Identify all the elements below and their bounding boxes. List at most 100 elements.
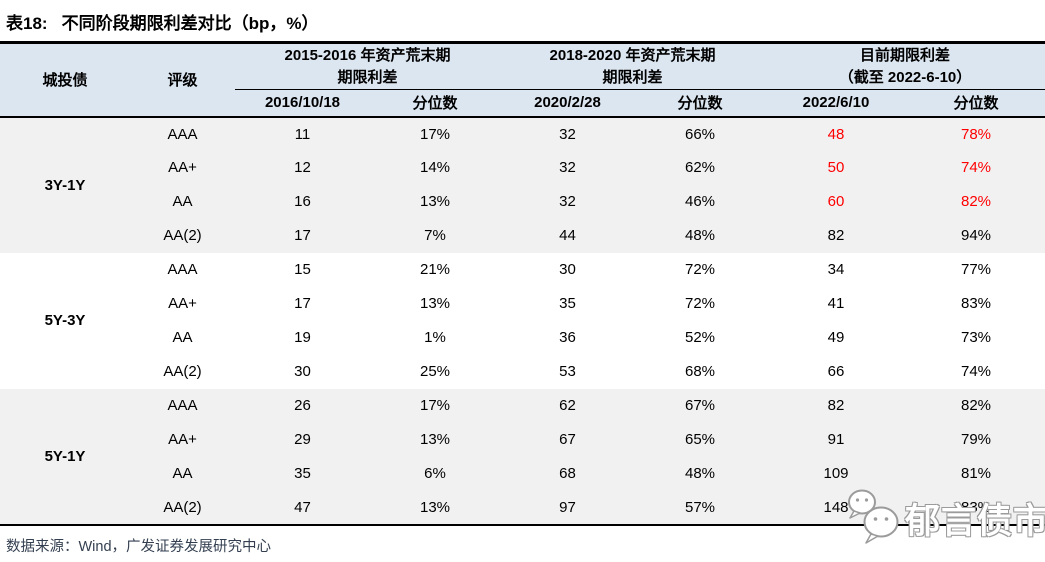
cell-percentile: 81%: [907, 456, 1045, 491]
group-header-line2: 期限利差: [602, 68, 663, 86]
cell-spread: 47: [235, 490, 370, 525]
group-5y-1y: 5Y-1Y AAA 26 17% 62 67% 82 82% AA+ 29 13…: [0, 388, 1045, 525]
group-header-line1: 2018-2020 年资产荒末期: [549, 46, 716, 64]
cell-spread: 26: [235, 388, 370, 423]
cell-rating: AA: [172, 329, 193, 346]
watermark-text: 郁言债市: [905, 501, 1045, 541]
cell-spread: 30: [559, 261, 576, 278]
cell-percentile: 72%: [684, 295, 716, 312]
group-header-line1: 2015-2016 年资产荒末期: [284, 46, 451, 64]
cell-rating: AA+: [130, 150, 235, 185]
group-header-line2: （截至 2022-6-10）: [838, 68, 972, 86]
table-title: 表18: 不同阶段期限利差对比（bp，%）: [0, 0, 1045, 41]
cell-spread: 32: [500, 116, 635, 151]
cell-spread: 41: [827, 295, 845, 312]
cell-percentile: 82%: [907, 184, 1045, 219]
cell-rating: AA+: [168, 295, 197, 312]
table-row: AA+ 17 13% 35 72% 41 83%: [0, 287, 1045, 321]
col-header-rating: 评级: [130, 42, 235, 118]
cell-percentile: 67%: [635, 388, 765, 423]
cell-percentile: 13%: [419, 295, 451, 312]
cell-percentile: 17%: [370, 116, 500, 151]
cell-spread: 36: [559, 329, 576, 346]
table-row: AA+ 12 14% 32 62% 50 74%: [0, 150, 1045, 185]
row-group-label: 5Y-3Y: [44, 312, 86, 329]
cell-spread: 62: [500, 388, 635, 423]
cell-spread: 17: [294, 295, 311, 312]
cell-spread: 44: [500, 218, 635, 253]
cell-rating: AAA: [130, 388, 235, 423]
cell-percentile: 48%: [635, 456, 765, 491]
table-row: AA 16 13% 32 46% 60 82%: [0, 184, 1045, 219]
group-header-current: 目前期限利差 （截至 2022-6-10）: [765, 42, 1045, 90]
cell-spread: 35: [559, 295, 576, 312]
cell-spread: 97: [500, 490, 635, 525]
cell-rating: AA+: [130, 422, 235, 457]
cell-rating: AA: [130, 456, 235, 491]
cell-percentile: 68%: [684, 363, 716, 380]
cell-spread: 29: [235, 422, 370, 457]
cell-spread: 109: [765, 456, 907, 491]
table-row: AA 19 1% 36 52% 49 73%: [0, 321, 1045, 355]
subheader-percentile-3: 分位数: [907, 89, 1045, 118]
table-title-text: 不同阶段期限利差对比（bp，%）: [61, 14, 319, 33]
cell-percentile: 7%: [370, 218, 500, 253]
cell-spread: 35: [235, 456, 370, 491]
cell-percentile: 17%: [370, 388, 500, 423]
cell-percentile: 48%: [635, 218, 765, 253]
cell-spread: 11: [235, 116, 370, 151]
table-row: AA(2) 30 25% 53 68% 66 74%: [0, 355, 1045, 389]
cell-spread: 53: [559, 363, 576, 380]
cell-spread: 16: [235, 184, 370, 219]
cell-percentile: 65%: [635, 422, 765, 457]
cell-spread: 30: [294, 363, 311, 380]
cell-percentile: 83%: [960, 295, 992, 312]
cell-percentile: 1%: [424, 329, 446, 346]
cell-spread: 17: [235, 218, 370, 253]
cell-spread: 48: [765, 116, 907, 151]
watermark-logo: 郁言债市: [845, 477, 1045, 559]
cell-percentile: 83%: [907, 490, 1045, 525]
group-header-line2: 期限利差: [337, 68, 398, 86]
group-header-2015-2016: 2015-2016 年资产荒末期 期限利差: [235, 42, 500, 90]
cell-spread: 82: [765, 388, 907, 423]
subheader-date-3: 2022/6/10: [765, 89, 907, 118]
cell-rating: AA(2): [163, 363, 202, 380]
subheader-percentile-1: 分位数: [370, 89, 500, 118]
table-row: AA(2) 17 7% 44 48% 82 94%: [0, 218, 1045, 253]
table-row: AA+ 29 13% 67 65% 91 79%: [0, 422, 1045, 457]
cell-spread: 49: [827, 329, 845, 346]
cell-spread: 34: [827, 261, 845, 278]
cell-percentile: 94%: [907, 218, 1045, 253]
cell-spread: 68: [500, 456, 635, 491]
subheader-date-2: 2020/2/28: [500, 89, 635, 118]
group-3y-1y: 3Y-1Y AAA 11 17% 32 66% 48 78% AA+ 12 14…: [0, 116, 1045, 253]
table-row: 3Y-1Y AAA 11 17% 32 66% 48 78%: [0, 116, 1045, 253]
cell-spread: 32: [500, 184, 635, 219]
cell-spread: 12: [235, 150, 370, 185]
row-group-label: 5Y-1Y: [0, 388, 130, 525]
col-header-bond: 城投债: [0, 42, 130, 118]
cell-percentile: 73%: [960, 329, 992, 346]
cell-percentile: 77%: [960, 261, 992, 278]
table-row: AA 35 6% 68 48% 109 81%: [0, 456, 1045, 491]
cell-percentile: 79%: [907, 422, 1045, 457]
cell-percentile: 72%: [684, 261, 716, 278]
cell-percentile: 74%: [960, 363, 992, 380]
subheader-percentile-2: 分位数: [635, 89, 765, 118]
cell-percentile: 14%: [370, 150, 500, 185]
cell-spread: 67: [500, 422, 635, 457]
cell-rating: AA(2): [130, 218, 235, 253]
cell-spread: 19: [294, 329, 311, 346]
cell-percentile: 82%: [907, 388, 1045, 423]
table-row: 5Y-1Y AAA 26 17% 62 67% 82 82%: [0, 388, 1045, 525]
data-source-note: 数据来源：Wind，广发证券发展研究中心: [6, 538, 272, 555]
cell-percentile: 66%: [635, 116, 765, 151]
cell-percentile: 57%: [635, 490, 765, 525]
cell-percentile: 21%: [419, 261, 451, 278]
cell-percentile: 74%: [907, 150, 1045, 185]
cell-percentile: 6%: [370, 456, 500, 491]
table-row: 5Y-3Y AAA 15 21% 30 72% 34 77%: [0, 253, 1045, 329]
cell-spread: 32: [500, 150, 635, 185]
